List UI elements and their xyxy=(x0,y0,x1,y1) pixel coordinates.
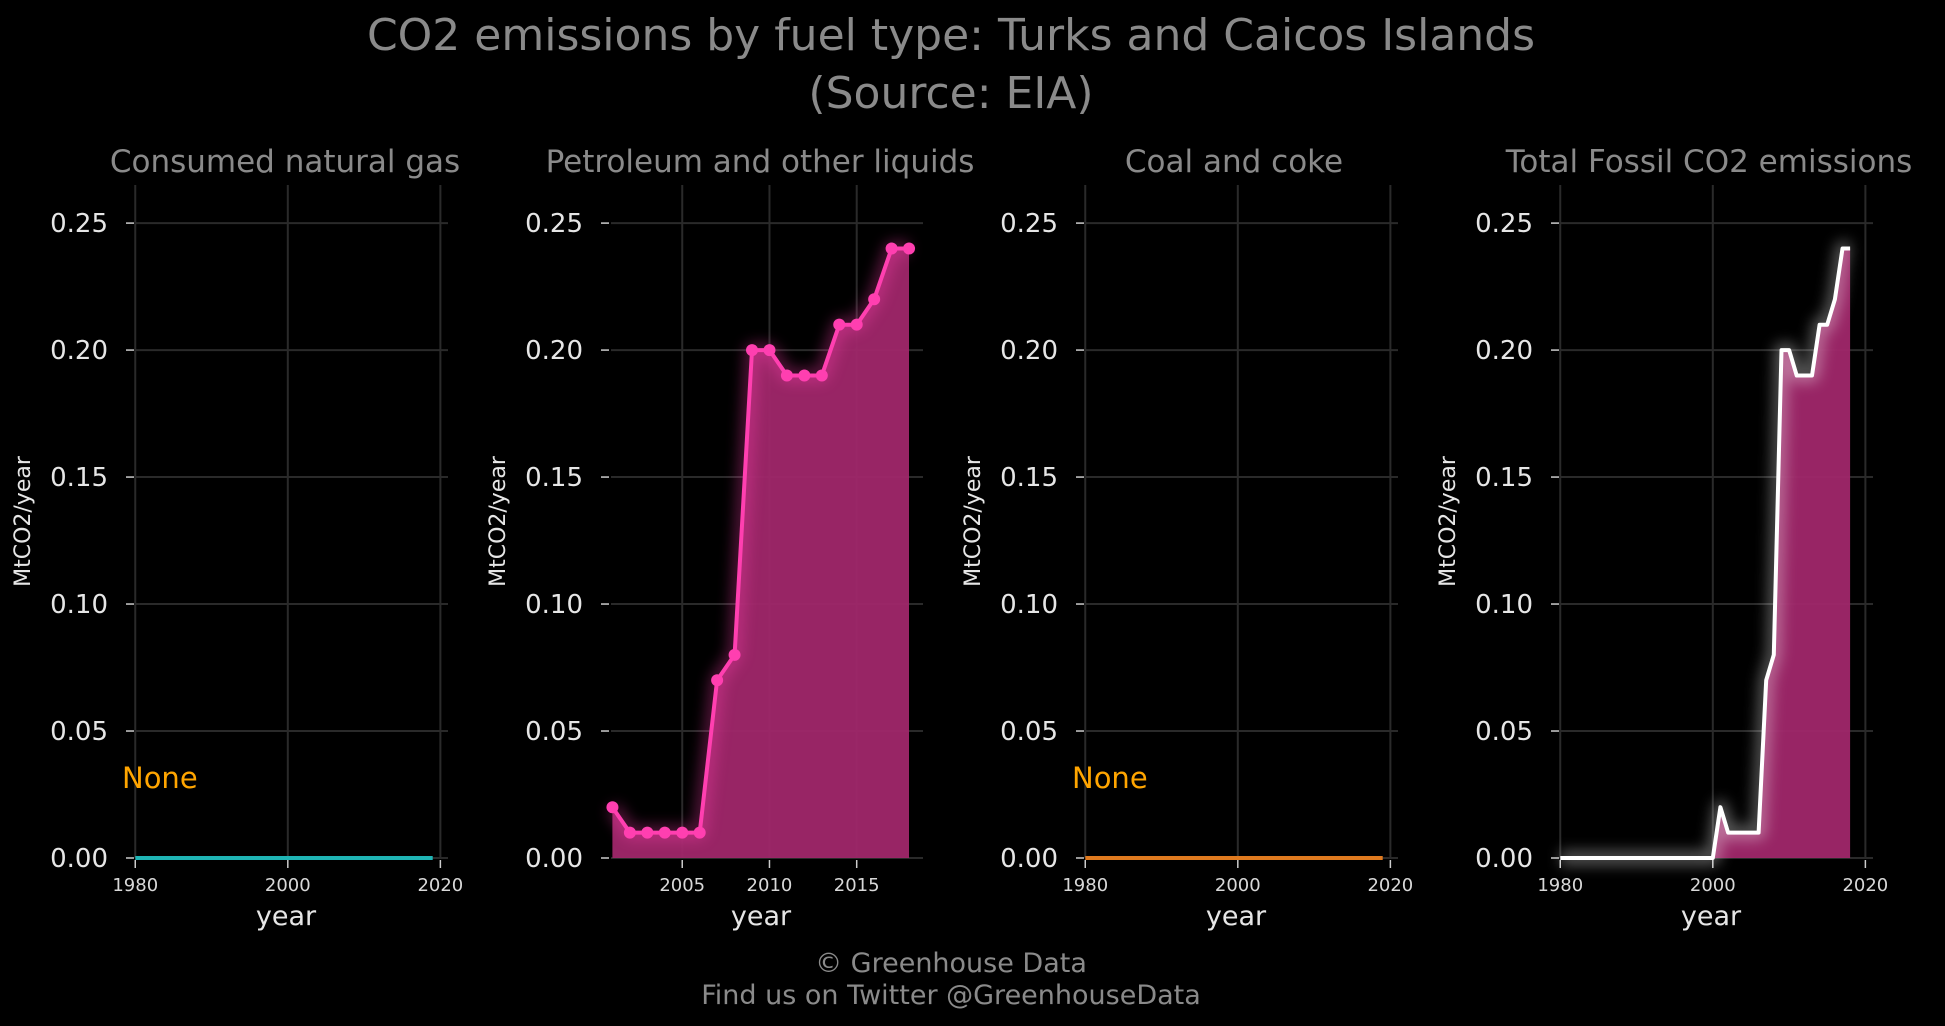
chart-title-line2: (Source: EIA) xyxy=(808,68,1093,119)
chart-panels: Consumed natural gas 0.00 0.05 0.10 0.15 0.20… xyxy=(11,144,1912,932)
data-point xyxy=(885,242,898,255)
x-axis-label: year xyxy=(1206,901,1267,932)
data-point xyxy=(815,369,828,382)
panel-3: Coal and coke 0.00 0.05 0.10 0.15 0.20 0.25 198… xyxy=(961,144,1413,932)
y-tick-label: 0.15 xyxy=(50,463,108,493)
y-tick-label: 0.00 xyxy=(1475,844,1533,874)
data-point xyxy=(780,369,793,382)
y-tick-label: 0.25 xyxy=(1475,209,1533,239)
data-point xyxy=(798,369,811,382)
y-axis-label: MtCO2/year xyxy=(486,455,511,587)
y-tick-label: 0.05 xyxy=(50,717,108,747)
data-point xyxy=(850,318,863,331)
panel-4: Total Fossil CO2 emissions 0.00 0.05 0.10 0.… xyxy=(1436,144,1912,932)
x-tick-label: 2005 xyxy=(659,875,705,896)
y-tick-label: 0.15 xyxy=(1475,463,1533,493)
panel-2: Petroleum and other liquids 0.00 0.05 0.10 0… xyxy=(486,144,974,932)
series-area xyxy=(612,248,909,858)
y-tick-label: 0.00 xyxy=(50,844,108,874)
x-tick-label: 2000 xyxy=(1690,875,1736,896)
y-tick-label: 0.15 xyxy=(1000,463,1058,493)
data-point xyxy=(868,293,881,306)
x-tick-label: 1980 xyxy=(1537,875,1583,896)
y-tick-label: 0.20 xyxy=(525,336,583,366)
data-point xyxy=(711,674,724,687)
y-tick-label: 0.25 xyxy=(525,209,583,239)
footer-copyright: © Greenhouse Data xyxy=(815,948,1087,979)
data-point xyxy=(676,826,689,839)
series-area xyxy=(1560,248,1851,858)
x-tick-label: 1980 xyxy=(1062,875,1108,896)
data-point xyxy=(693,826,706,839)
y-tick-label: 0.10 xyxy=(1475,590,1533,620)
panel-title: Petroleum and other liquids xyxy=(546,144,975,180)
data-point xyxy=(903,242,916,255)
panel-title: Coal and coke xyxy=(1125,144,1343,180)
data-point xyxy=(641,826,654,839)
x-tick-label: 2020 xyxy=(417,875,463,896)
y-tick-label: 0.10 xyxy=(525,590,583,620)
y-tick-label: 0.10 xyxy=(50,590,108,620)
y-tick-label: 0.20 xyxy=(50,336,108,366)
y-tick-label: 0.05 xyxy=(1000,717,1058,747)
y-tick-label: 0.00 xyxy=(525,844,583,874)
data-point xyxy=(728,648,741,661)
series-line xyxy=(1560,246,1851,860)
x-tick-label: 2000 xyxy=(265,875,311,896)
y-axis-label: MtCO2/year xyxy=(11,455,36,587)
y-axis-label: MtCO2/year xyxy=(961,455,986,587)
panel-1: Consumed natural gas 0.00 0.05 0.10 0.15 0.20… xyxy=(11,144,463,932)
chart-title-line1: CO2 emissions by fuel type: Turks and Ca… xyxy=(367,10,1535,61)
footer-twitter: Find us on Twitter @GreenhouseData xyxy=(701,980,1201,1011)
panel-title: Consumed natural gas xyxy=(110,144,460,180)
y-tick-label: 0.15 xyxy=(525,463,583,493)
data-point xyxy=(623,826,636,839)
data-point xyxy=(658,826,671,839)
data-point xyxy=(833,318,846,331)
y-tick-label: 0.20 xyxy=(1475,336,1533,366)
x-tick-label: 2015 xyxy=(834,875,880,896)
y-tick-label: 0.05 xyxy=(1475,717,1533,747)
x-axis-label: year xyxy=(731,901,792,932)
y-axis-label: MtCO2/year xyxy=(1436,455,1461,587)
y-tick-label: 0.05 xyxy=(525,717,583,747)
x-tick-label: 2020 xyxy=(1842,875,1888,896)
panel-title: Total Fossil CO2 emissions xyxy=(1505,144,1913,180)
y-tick-label: 0.25 xyxy=(1000,209,1058,239)
x-tick-label: 2000 xyxy=(1215,875,1261,896)
x-axis-label: year xyxy=(256,901,317,932)
x-tick-label: 2010 xyxy=(747,875,793,896)
x-tick-label: 1980 xyxy=(112,875,158,896)
data-point xyxy=(746,344,759,357)
no-data-annotation: None xyxy=(122,761,198,795)
x-axis-label: year xyxy=(1681,901,1742,932)
y-tick-label: 0.10 xyxy=(1000,590,1058,620)
y-tick-label: 0.00 xyxy=(1000,844,1058,874)
x-tick-label: 2020 xyxy=(1367,875,1413,896)
y-tick-label: 0.20 xyxy=(1000,336,1058,366)
no-data-annotation: None xyxy=(1072,761,1148,795)
data-point xyxy=(763,344,776,357)
y-tick-label: 0.25 xyxy=(50,209,108,239)
data-point xyxy=(606,801,619,814)
